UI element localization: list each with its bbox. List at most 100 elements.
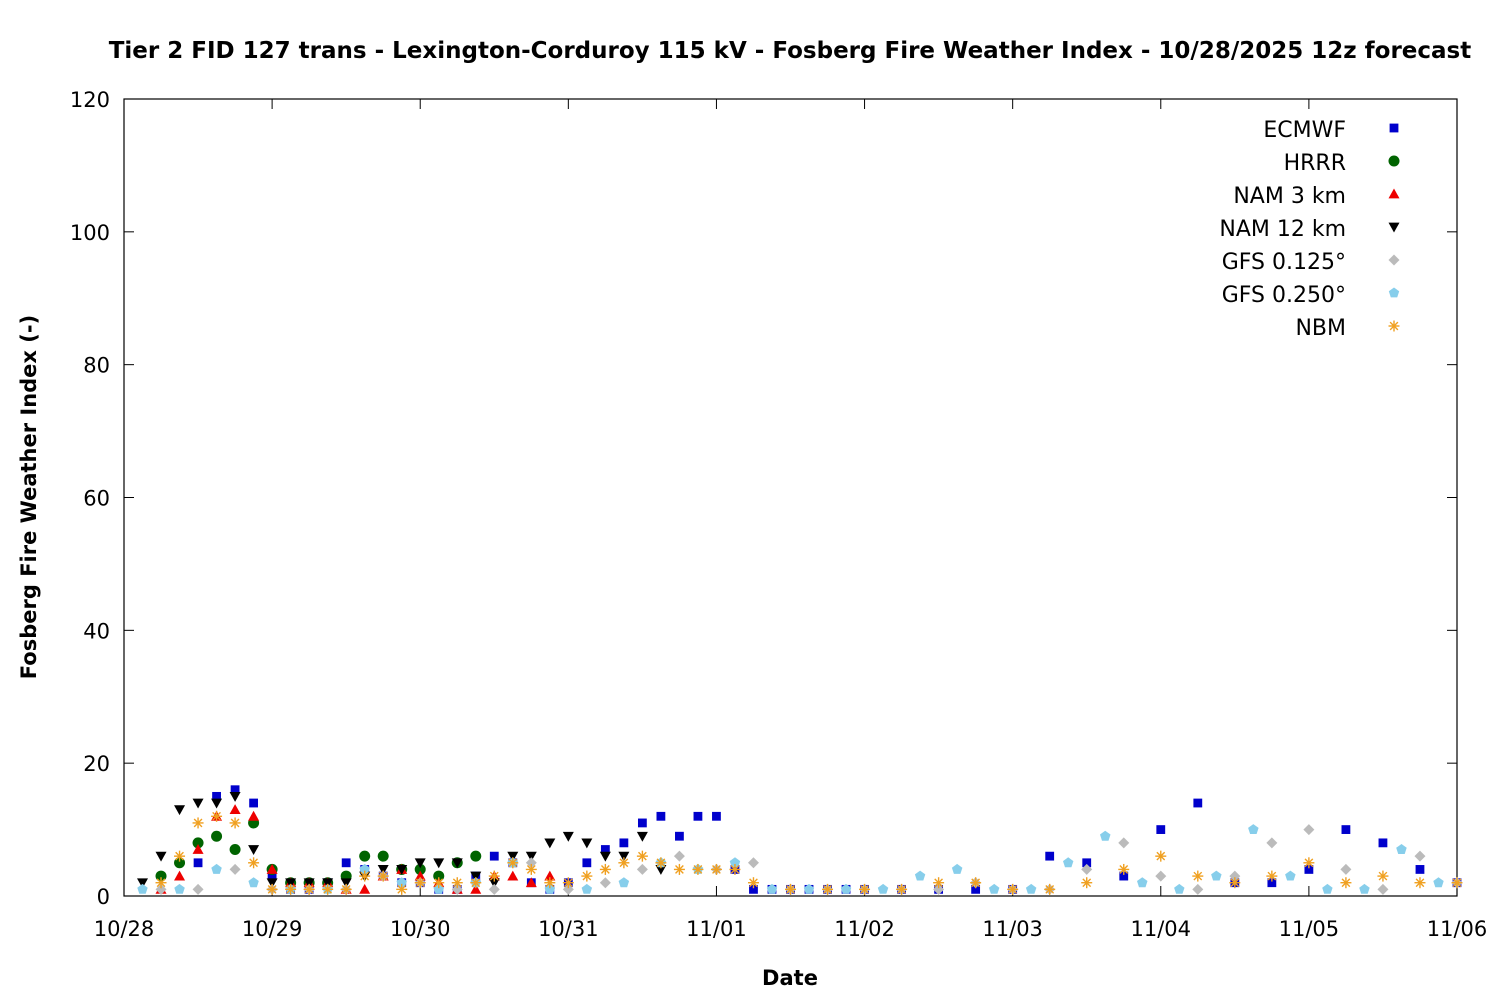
data-point <box>675 831 684 841</box>
data-point <box>470 850 482 862</box>
data-point <box>155 877 167 889</box>
data-point <box>451 858 463 869</box>
data-point <box>1155 850 1167 862</box>
data-point <box>1377 870 1389 882</box>
data-point <box>544 883 556 894</box>
data-point <box>1378 838 1388 848</box>
data-point <box>656 811 666 821</box>
data-point <box>229 804 241 815</box>
data-point <box>507 851 519 862</box>
legend-label: GFS 0.125° <box>1222 250 1346 275</box>
data-point <box>1192 883 1204 895</box>
data-point <box>340 878 352 889</box>
data-point <box>1044 883 1056 895</box>
legend-marker <box>1388 287 1400 298</box>
data-point <box>766 883 778 894</box>
series-hrrr <box>155 817 482 889</box>
data-point <box>636 863 648 875</box>
data-point <box>433 858 445 869</box>
data-point <box>303 883 315 895</box>
x-tick-label: 11/06 <box>1427 917 1488 941</box>
data-point <box>655 865 667 875</box>
data-point <box>377 850 389 862</box>
data-point <box>544 870 556 881</box>
data-point <box>729 863 741 875</box>
data-point <box>359 883 371 894</box>
y-tick-label: 0 <box>97 885 110 909</box>
data-point <box>822 883 834 895</box>
data-point <box>1045 851 1055 861</box>
legend-label: GFS 0.250° <box>1222 283 1346 308</box>
data-point <box>489 851 499 861</box>
data-point <box>341 858 351 868</box>
data-point <box>212 791 221 801</box>
data-point <box>1007 883 1019 895</box>
data-point <box>377 865 389 875</box>
data-point <box>562 883 574 895</box>
x-tick-label: 10/28 <box>94 917 155 941</box>
x-tick-label: 10/31 <box>538 917 599 941</box>
x-tick-label: 11/02 <box>834 917 895 941</box>
data-point <box>211 830 223 842</box>
data-point <box>229 863 241 875</box>
legend: ECMWF HRRR NAM 3 km NAM 12 km GFS 0.125° GFS … <box>1219 118 1400 341</box>
data-point <box>544 838 556 849</box>
data-point <box>1340 877 1352 889</box>
data-point <box>414 863 426 875</box>
data-point <box>1303 824 1315 836</box>
data-point <box>1433 877 1444 888</box>
x-tick-label: 10/29 <box>242 917 303 941</box>
data-point <box>1415 865 1425 874</box>
data-point <box>211 798 223 809</box>
data-point <box>637 818 647 828</box>
data-point <box>155 883 167 895</box>
data-point <box>174 850 186 862</box>
data-point <box>340 883 352 895</box>
legend-label: NBM <box>1295 316 1346 341</box>
data-point <box>599 851 611 862</box>
data-point <box>451 877 463 889</box>
data-point <box>1303 857 1315 869</box>
data-point <box>618 851 630 862</box>
data-point <box>174 805 186 816</box>
data-points <box>137 785 1463 895</box>
data-point <box>1025 883 1037 894</box>
legend-marker <box>1388 254 1400 266</box>
data-point <box>1192 870 1204 882</box>
y-tick-label: 100 <box>70 221 110 245</box>
data-point <box>192 844 204 854</box>
data-point <box>933 883 945 895</box>
data-point <box>525 857 537 869</box>
data-point <box>488 870 500 882</box>
data-point <box>137 878 149 889</box>
data-point <box>433 877 445 889</box>
data-point <box>582 858 592 868</box>
data-point <box>1266 870 1278 882</box>
data-point <box>1156 825 1166 834</box>
legend-marker <box>1388 155 1400 167</box>
data-point <box>192 837 204 849</box>
data-point <box>211 863 222 874</box>
data-point <box>433 883 444 894</box>
data-point <box>229 791 241 802</box>
legend-marker <box>1388 320 1400 332</box>
data-point <box>655 857 667 869</box>
data-point <box>951 863 963 874</box>
data-point <box>230 785 240 795</box>
data-point <box>914 870 926 881</box>
data-point <box>747 857 759 869</box>
legend-label: NAM 3 km <box>1233 184 1346 209</box>
y-tick-label: 40 <box>83 619 110 643</box>
data-point <box>1081 863 1093 875</box>
data-point <box>266 878 278 889</box>
data-point <box>192 817 204 829</box>
data-point <box>581 883 593 894</box>
x-tick-label: 11/03 <box>982 917 1043 941</box>
data-point <box>1285 870 1296 881</box>
data-point <box>618 877 630 888</box>
data-point <box>971 884 981 894</box>
data-point <box>174 857 186 869</box>
data-point <box>377 870 389 882</box>
series-nbm <box>155 810 1463 895</box>
data-point <box>562 831 574 842</box>
